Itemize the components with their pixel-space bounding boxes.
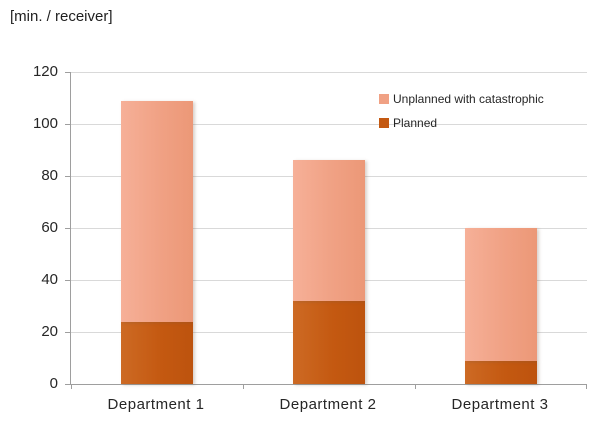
gridline-y-120 (71, 72, 587, 73)
legend-swatch-unplanned (379, 94, 389, 104)
plot-area (65, 72, 587, 389)
x-tick-mark-2 (415, 385, 416, 389)
gridline-y-100 (71, 124, 587, 125)
x-category-label-2: Department 2 (279, 396, 377, 413)
x-tick-mark-last (586, 385, 587, 389)
y-tick-label-40: 40 (41, 271, 58, 288)
x-category-label-3: Department 3 (451, 396, 549, 413)
y-tick-mark-120 (65, 72, 71, 73)
legend: Unplanned with catastrophic Planned (379, 92, 544, 140)
legend-label-unplanned: Unplanned with catastrophic (393, 92, 544, 106)
y-tick-label-0: 0 (49, 375, 58, 392)
legend-label-planned: Planned (393, 116, 438, 130)
y-tick-mark-100 (65, 124, 71, 125)
legend-swatch-planned (379, 118, 389, 128)
legend-item-planned: Planned (379, 116, 544, 130)
x-category-label-1: Department 1 (107, 396, 205, 413)
y-axis-unit-label: [min. / receiver] (10, 8, 113, 25)
y-tick-label-120: 120 (32, 63, 58, 80)
y-tick-label-100: 100 (32, 115, 58, 132)
x-tick-mark-0 (71, 385, 72, 389)
bar-segment-unplanned-2 (293, 160, 365, 301)
y-tick-label-60: 60 (41, 219, 58, 236)
bar-segment-planned-1 (121, 321, 193, 384)
y-tick-mark-60 (65, 228, 71, 229)
bar-segment-planned-3 (465, 360, 537, 384)
x-tick-mark-1 (243, 385, 244, 389)
bar-segment-planned-2 (293, 300, 365, 384)
y-tick-mark-80 (65, 176, 71, 177)
bar-segment-unplanned-3 (465, 228, 537, 361)
legend-item-unplanned: Unplanned with catastrophic (379, 92, 544, 106)
y-tick-label-20: 20 (41, 323, 58, 340)
y-tick-mark-20 (65, 332, 71, 333)
y-tick-label-80: 80 (41, 167, 58, 184)
bar-segment-unplanned-1 (121, 100, 193, 322)
y-tick-mark-0 (65, 384, 71, 385)
y-tick-mark-40 (65, 280, 71, 281)
